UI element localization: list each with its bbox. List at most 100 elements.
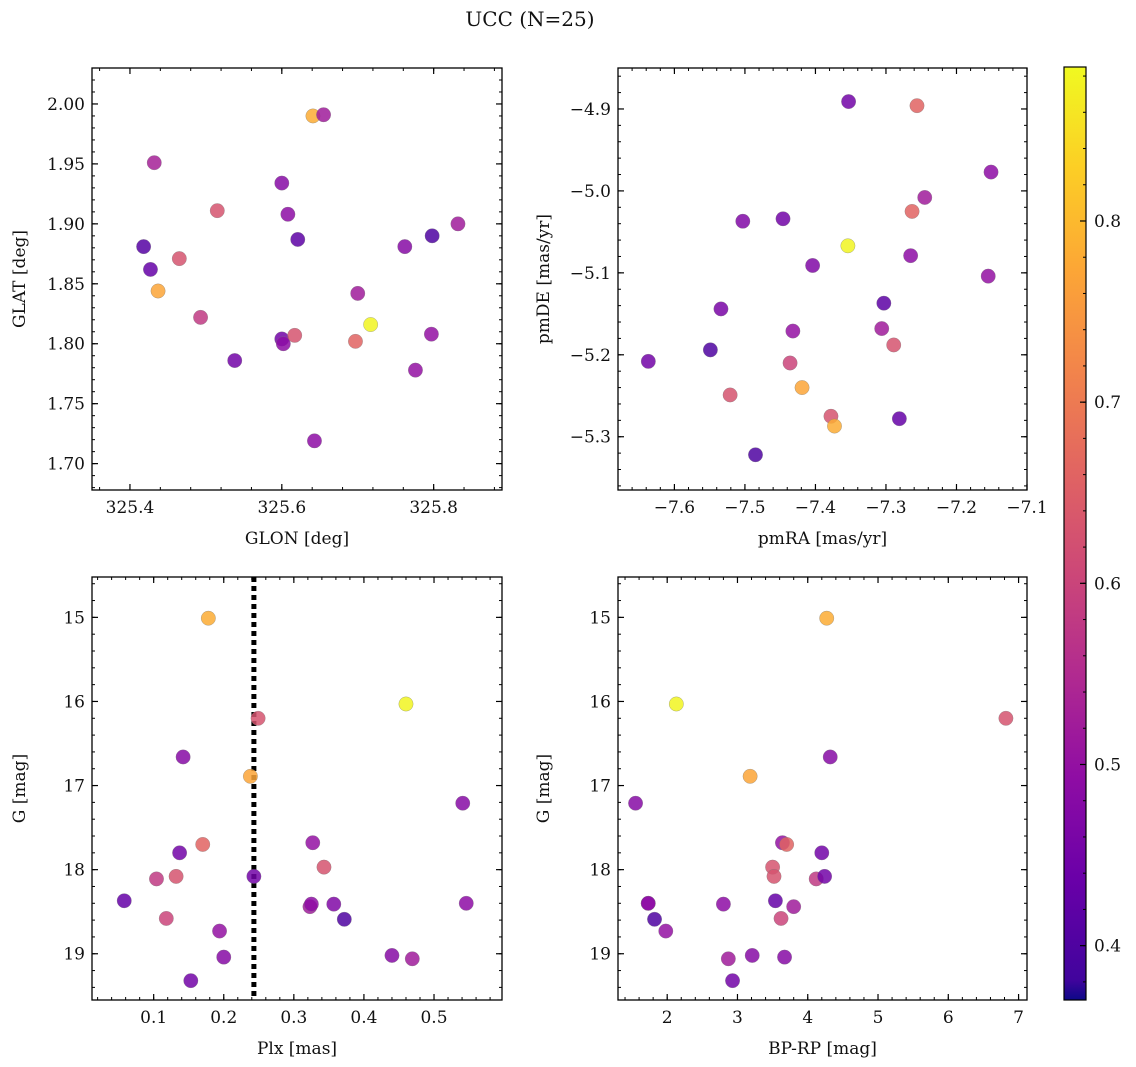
x-tick-label: 2 bbox=[662, 1008, 673, 1028]
colorbar-tick-label: 0.4 bbox=[1094, 937, 1121, 957]
x-tick-label: 3 bbox=[732, 1008, 743, 1028]
data-point bbox=[742, 768, 758, 784]
data-point bbox=[287, 327, 303, 343]
data-point bbox=[326, 896, 342, 912]
panel-bprp-g: 2 3 4 5 6 7 15 16 17 18 19 BP-RP [mag] G [mag] bbox=[534, 576, 1028, 1059]
data-point bbox=[794, 380, 810, 396]
data-point bbox=[407, 362, 423, 378]
y-axis-label: pmDE [mas/yr] bbox=[534, 214, 554, 344]
data-point bbox=[819, 610, 835, 626]
data-point bbox=[384, 947, 400, 963]
y-tick-label: −5.0 bbox=[570, 182, 611, 202]
data-point bbox=[713, 301, 729, 317]
data-point bbox=[450, 216, 466, 232]
data-point bbox=[640, 895, 656, 911]
data-point bbox=[242, 768, 258, 784]
data-point bbox=[423, 326, 439, 342]
data-point bbox=[397, 239, 413, 255]
data-point bbox=[983, 164, 999, 180]
data-point bbox=[904, 203, 920, 219]
scatter-points bbox=[136, 107, 466, 449]
data-point bbox=[827, 418, 842, 434]
data-point bbox=[805, 258, 821, 273]
data-point bbox=[777, 949, 793, 965]
data-point bbox=[404, 951, 420, 967]
y-tick-label: −5.1 bbox=[570, 264, 611, 284]
colorbar-tick-label: 0.6 bbox=[1094, 574, 1121, 594]
y-tick-label: 1.85 bbox=[47, 275, 85, 295]
data-point bbox=[647, 911, 662, 927]
y-tick-label: 16 bbox=[63, 692, 85, 712]
data-point bbox=[303, 896, 319, 912]
data-point bbox=[876, 295, 892, 311]
data-point bbox=[275, 336, 291, 352]
scatter-points bbox=[628, 610, 1014, 989]
data-point bbox=[668, 696, 684, 712]
axes-frame bbox=[617, 576, 1028, 1001]
x-tick-label: −7.1 bbox=[1006, 498, 1047, 518]
data-point bbox=[909, 98, 925, 114]
data-point bbox=[146, 155, 162, 171]
data-point bbox=[817, 868, 833, 884]
x-tick-label: −7.5 bbox=[724, 498, 765, 518]
data-point bbox=[290, 231, 306, 247]
data-point bbox=[350, 285, 366, 301]
data-point bbox=[814, 845, 830, 861]
x-axis-label: GLON [deg] bbox=[245, 529, 349, 549]
y-tick-label: 2.00 bbox=[47, 95, 85, 115]
y-tick-label: 15 bbox=[63, 608, 85, 628]
data-point bbox=[246, 868, 262, 884]
data-point bbox=[715, 896, 731, 912]
data-point bbox=[822, 749, 838, 765]
data-point bbox=[136, 239, 152, 255]
x-tick-label: 325.4 bbox=[106, 498, 155, 518]
x-tick-label: 0.3 bbox=[280, 1008, 307, 1028]
data-point bbox=[305, 835, 321, 851]
y-tick-label: 18 bbox=[63, 861, 85, 881]
x-tick-label: 7 bbox=[1013, 1008, 1024, 1028]
x-tick-label: 6 bbox=[943, 1008, 954, 1028]
y-axis-label: G [mag] bbox=[10, 754, 30, 823]
data-point bbox=[455, 795, 471, 811]
data-point bbox=[175, 749, 191, 765]
y-tick-label: 1.90 bbox=[47, 215, 85, 235]
scatter-points bbox=[116, 610, 474, 989]
x-axis-label: pmRA [mas/yr] bbox=[758, 529, 887, 549]
data-point bbox=[841, 94, 857, 110]
data-point bbox=[980, 268, 996, 284]
data-point bbox=[250, 710, 266, 726]
data-point bbox=[786, 899, 802, 915]
data-point bbox=[150, 283, 166, 299]
data-point bbox=[183, 973, 199, 989]
y-tick-label: 17 bbox=[589, 777, 611, 797]
data-point bbox=[316, 107, 332, 123]
x-tick-label: 325.8 bbox=[409, 498, 458, 518]
data-point bbox=[398, 696, 414, 712]
y-tick-label: 1.70 bbox=[47, 455, 85, 475]
data-point bbox=[744, 947, 760, 963]
panel-plx-g: 0.1 0.2 0.3 0.4 0.5 15 16 17 18 19 Plx [mas] G [mag… bbox=[10, 576, 503, 1059]
data-point bbox=[702, 342, 718, 358]
subplots: 325.4 325.6 325.8 1.70 1.75 1.80 1.85 1.90 1.95 2… bbox=[10, 67, 1048, 1059]
axes-frame bbox=[91, 576, 503, 1001]
data-point bbox=[917, 190, 933, 205]
data-point bbox=[775, 211, 791, 227]
scatter-points bbox=[640, 94, 999, 463]
data-point bbox=[336, 911, 352, 927]
data-point bbox=[209, 203, 225, 219]
data-point bbox=[782, 355, 798, 371]
data-point bbox=[280, 206, 296, 222]
x-tick-label: −7.3 bbox=[865, 498, 906, 518]
data-point bbox=[193, 309, 209, 325]
colorbar-tick-label: 0.7 bbox=[1094, 393, 1121, 413]
data-point bbox=[766, 868, 782, 884]
colorbar: 0.4 0.5 0.6 0.7 0.8 bbox=[1063, 66, 1121, 1001]
x-tick-label: 0.5 bbox=[420, 1008, 447, 1028]
x-tick-label: −7.6 bbox=[654, 498, 695, 518]
data-point bbox=[779, 836, 795, 852]
x-axis-label: BP-RP [mag] bbox=[768, 1039, 877, 1059]
x-tick-label: 0.2 bbox=[210, 1008, 237, 1028]
data-point bbox=[171, 251, 187, 267]
data-point bbox=[720, 951, 736, 967]
